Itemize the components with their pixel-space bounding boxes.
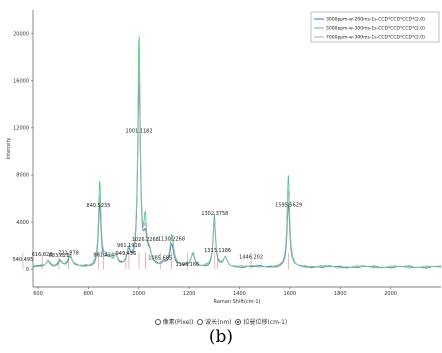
x-tick-label: 2000 (384, 291, 397, 297)
peak-label: 1193.166 (175, 262, 199, 268)
axes: 600 800 1000 1200 1400 1600 1800 20000400080001… (13, 10, 441, 297)
peak-label: 861.424 (93, 252, 114, 258)
peak-label: 1130.2268 (158, 236, 185, 242)
figure-caption: (b) (208, 327, 234, 347)
raman-chart: 600 800 1000 1200 1400 1600 1800 20000400080001… (6, 10, 442, 305)
view-mode-options: 像素(Pixel) 波长(nm) 拉曼位移(cm-1) (0, 317, 442, 327)
x-tick-label: 1800 (334, 291, 347, 297)
x-tick-label: 1200 (183, 291, 196, 297)
legend: 3000ppm-w-200ms-1s-CCD*CCD*CCD*(2.0) 5000… (310, 11, 440, 43)
x-tick-label: 600 (33, 291, 43, 297)
legend-entry-1: 3000ppm-w-200ms-1s-CCD*CCD*CCD*(2.0) (326, 17, 425, 23)
x-tick-label: 1600 (284, 291, 297, 297)
radio-icon[interactable] (197, 318, 204, 325)
spectrum-line-3 (32, 66, 442, 269)
option-wavelength[interactable]: 波长(nm) (197, 317, 232, 326)
peak-label: 840.5235 (87, 203, 111, 209)
option-wavelength-label: 波长(nm) (205, 319, 232, 326)
spectrum-line-1 (32, 82, 442, 269)
peak-label: 1026.2268 (132, 237, 159, 243)
peak-label: 1302.3758 (201, 211, 228, 217)
peak-label: 540.495 (13, 257, 34, 263)
peak-label: 616.823 (32, 252, 53, 258)
legend-box (310, 11, 440, 43)
radio-checked-icon[interactable] (235, 318, 242, 325)
x-axis-label: Raman Shift(cm-1) (214, 299, 261, 305)
option-raman-shift-label: 拉曼位移(cm-1) (243, 319, 288, 326)
peak-label: 1595.5629 (275, 202, 302, 208)
peak-label: 683.621 (49, 253, 70, 259)
peak-label: 961.1918 (117, 243, 141, 249)
x-tick-label: 1400 (233, 291, 246, 297)
option-pixel-label: 像素(Pixel) (162, 319, 194, 326)
peak-label: 1001.1182 (126, 129, 153, 135)
spectrum-series (32, 36, 442, 269)
legend-entry-3: 7000ppm-w-300ms-1s-CCD*CCD*CCD*(2.0) (326, 35, 425, 41)
y-tick-label: 0 (26, 267, 29, 273)
y-tick-label: 16000 (13, 78, 29, 84)
spectrum-line-2 (32, 36, 442, 269)
peak-label: 949.436 (116, 251, 137, 257)
option-pixel[interactable]: 像素(Pixel) (154, 317, 194, 326)
x-tick-label: 800 (84, 291, 94, 297)
peak-label: 1085.685 (148, 255, 172, 261)
y-tick-label: 8000 (16, 173, 29, 179)
peak-label: 1313.1186 (204, 248, 231, 254)
y-tick-label: 12000 (13, 126, 29, 132)
option-raman-shift[interactable]: 拉曼位移(cm-1) (235, 317, 287, 326)
peak-label: 721.878 (58, 251, 79, 257)
y-tick-label: 4000 (16, 220, 29, 226)
y-tick-label: 20000 (13, 31, 29, 37)
radio-icon[interactable] (154, 318, 161, 325)
y-axis-label: Intensity (6, 138, 12, 160)
x-tick-label: 1000 (132, 291, 145, 297)
peak-label: 1446.202 (239, 255, 263, 261)
legend-entry-2: 5000ppm-w-300ms-1s-CCD*CCD*CCD*(2.0) (326, 26, 425, 32)
